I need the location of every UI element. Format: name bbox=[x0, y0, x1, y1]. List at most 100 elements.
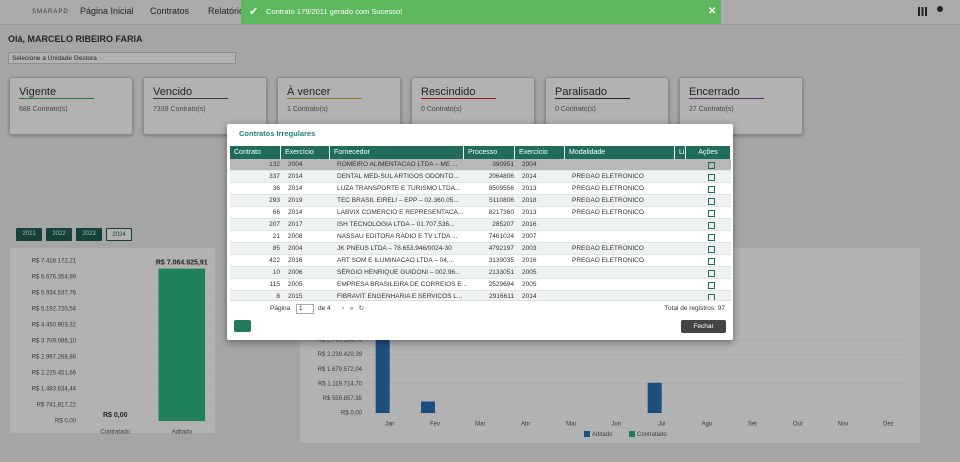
table-row[interactable]: 66 2014 LABVIX COMERCIO E REPRESENTACA... 8… bbox=[230, 207, 731, 219]
y-tick-label: R$ 1.119.714,70 bbox=[318, 381, 363, 387]
x-tick-label: Mar bbox=[475, 422, 485, 428]
card-underline bbox=[555, 98, 630, 99]
year-button[interactable]: 2024 bbox=[106, 228, 132, 241]
table-cell: 8509556 bbox=[488, 185, 514, 192]
table-row[interactable]: 207 2017 ISH TECNOLOGIA LTDA – 01.707.536.… bbox=[230, 219, 731, 231]
table-cell: 2014 bbox=[522, 293, 537, 300]
table-row[interactable]: 132 2004 ROMEIRO ALIMENTACAO LTDA – ME ...… bbox=[230, 159, 731, 171]
logo: SMARAPD bbox=[32, 9, 69, 15]
y-tick-label: R$ 1.679.572,04 bbox=[318, 367, 363, 373]
edit-icon[interactable] bbox=[708, 174, 715, 181]
table-row[interactable]: 115 2005 EMPRESA BRASILEIRA DE CORREIOS E … bbox=[230, 279, 731, 291]
column-header[interactable]: Modalidade bbox=[565, 146, 675, 159]
table-cell: 115 bbox=[269, 281, 280, 288]
status-card[interactable]: Vigente 688 Contrato(s) bbox=[9, 77, 133, 135]
card-title: Vigente bbox=[19, 86, 57, 98]
table-cell: 285207 bbox=[492, 221, 514, 228]
column-header[interactable]: Li bbox=[675, 146, 686, 159]
card-count: 0 Contrato(s) bbox=[421, 106, 462, 113]
value-label: R$ 7.064.925,91 bbox=[156, 259, 208, 266]
table-cell: 2018 bbox=[522, 197, 537, 204]
column-header[interactable]: Ações bbox=[686, 146, 731, 159]
edit-icon[interactable] bbox=[708, 282, 715, 289]
edit-icon[interactable] bbox=[708, 198, 715, 205]
y-tick-label: R$ 0,00 bbox=[341, 411, 363, 417]
nav-item[interactable]: Página Inicial bbox=[80, 6, 134, 16]
x-tick-label: Dez bbox=[883, 422, 894, 428]
table-cell: ART SOM E ILUMINACAO LTDA – 04,... bbox=[337, 257, 455, 264]
x-tick-label: Nov bbox=[838, 422, 849, 428]
nav-item[interactable]: Relatórios bbox=[208, 6, 249, 16]
table-row[interactable]: 293 2019 TEC BRASIL EIRELI – EPP – 02.360.… bbox=[230, 195, 731, 207]
table-row[interactable]: 337 2014 DENTAL MED-SUL ARTIGOS ODONTO... 2… bbox=[230, 171, 731, 183]
x-tick-label: Contratado bbox=[100, 430, 130, 436]
x-tick-label: Set bbox=[748, 422, 757, 428]
table-cell: 2529694 bbox=[488, 281, 514, 288]
column-header[interactable]: Fornecedor bbox=[330, 146, 464, 159]
table-row[interactable]: 21 2008 NASSAU EDITORA RADIO E TV LTDA ...… bbox=[230, 231, 731, 243]
pagination: Página 1 de 4 › » ↻ Total de registros: … bbox=[230, 300, 731, 316]
edit-icon[interactable] bbox=[708, 222, 715, 229]
edit-icon[interactable] bbox=[708, 186, 715, 193]
year-button[interactable]: 2023 bbox=[76, 228, 102, 241]
year-button[interactable]: 2021 bbox=[16, 228, 42, 241]
edit-icon[interactable] bbox=[708, 210, 715, 217]
column-header[interactable]: Exercício bbox=[515, 146, 565, 159]
table-row[interactable]: 10 2006 SÉRGIO HENRIQUE GUIDONI – 002.96..… bbox=[230, 267, 731, 279]
table-cell: FIBRAVIT ENGENHARIA E SERVICOS L... bbox=[337, 293, 463, 300]
column-header[interactable]: Processo bbox=[464, 146, 515, 159]
edit-icon[interactable] bbox=[708, 294, 715, 300]
toast: ✔ Contrato 179/2011 gerado com Sucesso! … bbox=[241, 0, 721, 24]
table-row[interactable]: 36 2014 LUZA TRANSPORTE E TURISMO LTDA... 8… bbox=[230, 183, 731, 195]
y-tick-label: R$ 741.817,22 bbox=[37, 403, 77, 409]
y-tick-label: R$ 1.483.634,44 bbox=[32, 387, 77, 393]
next-page[interactable]: › » ↻ bbox=[342, 305, 365, 312]
card-title: Paralisado bbox=[555, 86, 607, 98]
table-row[interactable]: 8 2015 FIBRAVIT ENGENHARIA E SERVICOS L...… bbox=[230, 291, 731, 300]
table-cell bbox=[568, 291, 678, 300]
table-cell: 2014 bbox=[288, 209, 303, 216]
year-button[interactable]: 2022 bbox=[46, 228, 72, 241]
table-cell: LUZA TRANSPORTE E TURISMO LTDA... bbox=[337, 185, 461, 192]
table-cell: 207 bbox=[269, 221, 280, 228]
card-count: 0 Contrato(s) bbox=[555, 106, 596, 113]
y-tick-label: R$ 5.934.537,76 bbox=[32, 291, 77, 297]
y-tick-label: R$ 2.239.429,39 bbox=[318, 352, 363, 358]
apps-icon[interactable] bbox=[918, 7, 927, 16]
total: Total de registros: 97 bbox=[664, 305, 725, 312]
page-input[interactable]: 1 bbox=[296, 304, 314, 314]
bar bbox=[647, 382, 662, 413]
column-header[interactable]: Exercício bbox=[281, 146, 330, 159]
card-underline bbox=[689, 98, 764, 99]
x-tick-label: Abr bbox=[521, 422, 530, 428]
table-cell: PREGAO ELETRONICO bbox=[572, 209, 644, 216]
close-button[interactable]: Fechar bbox=[681, 320, 726, 333]
nav-item[interactable]: Contratos bbox=[150, 6, 190, 16]
edit-icon[interactable] bbox=[708, 246, 715, 253]
edit-icon[interactable] bbox=[708, 258, 715, 265]
table-cell: 2013 bbox=[522, 185, 537, 192]
card-title: Vencido bbox=[153, 86, 193, 98]
status-card[interactable]: Encerrado 27 Contrato(s) bbox=[679, 77, 803, 135]
edit-icon[interactable] bbox=[708, 162, 715, 169]
column-header[interactable]: Contrato bbox=[230, 146, 281, 159]
edit-icon[interactable] bbox=[708, 234, 715, 241]
clear-button[interactable] bbox=[234, 320, 251, 332]
table-cell: 2017 bbox=[288, 221, 303, 228]
table-row[interactable]: 85 2004 JK PNEUS LTDA – 78.653.946/0024-30… bbox=[230, 243, 731, 255]
table-cell: PREGAO ELETRONICO bbox=[572, 245, 644, 252]
table-cell: 2013 bbox=[522, 209, 537, 216]
table-cell: 2014 bbox=[522, 173, 537, 180]
legend-swatch bbox=[629, 431, 635, 437]
toast-close[interactable]: ✕ bbox=[708, 6, 717, 17]
table-cell: ISH TECNOLOGIA LTDA – 01.707.536... bbox=[337, 221, 455, 228]
modal-title: Contratos Irregulares bbox=[239, 129, 316, 138]
legend-swatch bbox=[584, 431, 590, 437]
edit-icon[interactable] bbox=[708, 270, 715, 277]
y-tick-label: R$ 7.418.172,21 bbox=[32, 259, 77, 265]
user-icon[interactable] bbox=[937, 6, 943, 12]
table-row[interactable]: 422 2016 ART SOM E ILUMINACAO LTDA – 04,..… bbox=[230, 255, 731, 267]
table-cell: 2004 bbox=[288, 245, 303, 252]
unit-select[interactable]: Selecione a Unidade Gestora bbox=[8, 52, 236, 64]
